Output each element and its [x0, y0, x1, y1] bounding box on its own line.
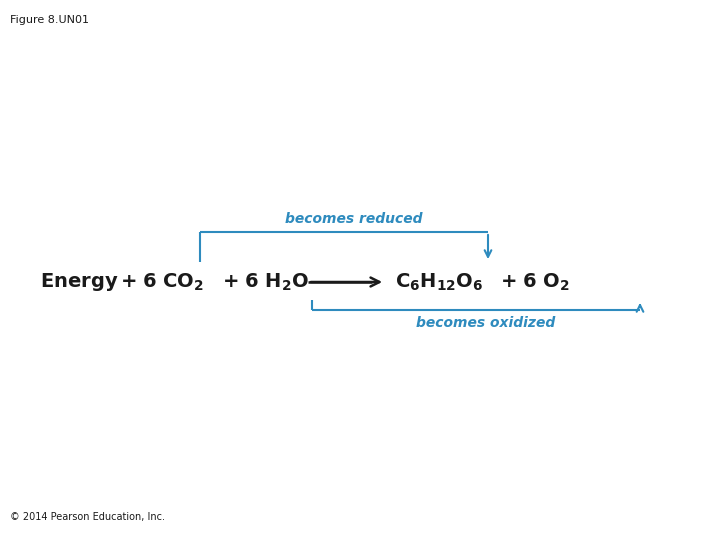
- Text: $\mathbf{+\ 6\ CO_2}$: $\mathbf{+\ 6\ CO_2}$: [120, 271, 204, 293]
- Text: © 2014 Pearson Education, Inc.: © 2014 Pearson Education, Inc.: [10, 512, 165, 522]
- Text: becomes reduced: becomes reduced: [285, 212, 423, 226]
- Text: $\mathbf{+\ 6\ O_2}$: $\mathbf{+\ 6\ O_2}$: [500, 271, 570, 293]
- Text: Figure 8.UN01: Figure 8.UN01: [10, 15, 89, 25]
- Text: $\mathbf{+\ 6\ H_2O}$: $\mathbf{+\ 6\ H_2O}$: [222, 271, 309, 293]
- Text: $\mathbf{C_6H_{12}O_6}$: $\mathbf{C_6H_{12}O_6}$: [395, 271, 483, 293]
- Text: $\mathbf{Energy}$: $\mathbf{Energy}$: [40, 271, 118, 293]
- Text: becomes oxidized: becomes oxidized: [416, 316, 556, 330]
